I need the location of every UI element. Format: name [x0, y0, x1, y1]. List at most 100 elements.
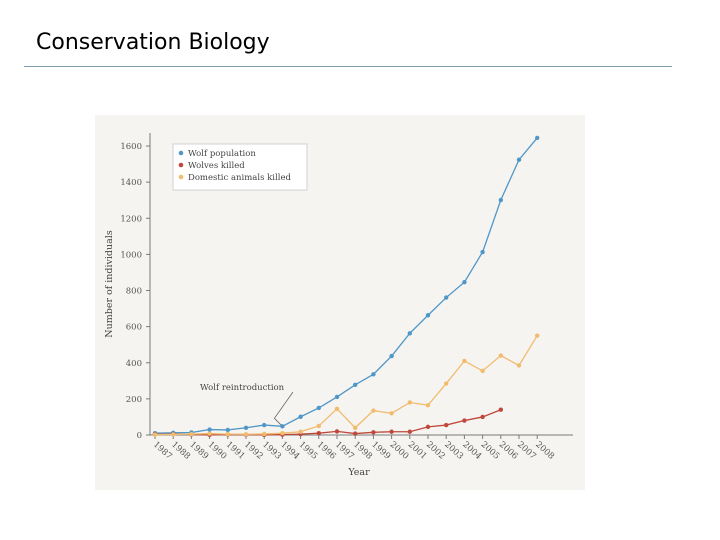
data-point: [353, 431, 358, 436]
data-point: [353, 382, 358, 387]
data-point: [498, 353, 503, 358]
data-point: [425, 403, 431, 408]
y-tick-label: 800: [126, 287, 142, 297]
legend-box: [172, 143, 308, 191]
series-line: [154, 137, 538, 434]
x-tick-label: 2007: [515, 440, 538, 462]
data-point: [334, 406, 340, 412]
legend-label: Wolf population: [188, 149, 256, 159]
data-point: [298, 429, 303, 434]
x-axis-label: Year: [347, 467, 370, 478]
x-tick-label: 1999: [369, 440, 392, 462]
data-point: [243, 425, 249, 430]
x-tick-label: 2001: [406, 440, 429, 462]
data-point: [262, 431, 267, 437]
x-tick-label: 2005: [479, 440, 502, 462]
data-point: [462, 418, 467, 423]
x-tick-label: 1993: [260, 440, 283, 462]
data-point: [371, 430, 376, 435]
data-point: [407, 400, 412, 405]
x-tick-label: 2004: [460, 440, 483, 462]
y-tick-label: 1000: [120, 250, 142, 260]
data-point: [152, 432, 158, 437]
x-tick-label: 2003: [442, 440, 465, 462]
annotation-label: Wolf reintroduction: [200, 383, 285, 393]
data-point: [334, 394, 340, 400]
x-tick-label: 2000: [388, 440, 411, 462]
data-point: [389, 353, 394, 359]
y-tick-label: 400: [126, 359, 142, 369]
data-point: [316, 423, 321, 429]
x-tick-label: 1987: [151, 440, 174, 462]
data-point: [225, 431, 230, 437]
data-point: [462, 358, 467, 364]
data-point: [389, 411, 394, 416]
x-tick-label: 1994: [278, 440, 301, 462]
data-point: [189, 431, 194, 437]
x-tick-label: 1995: [297, 440, 320, 462]
data-point: [225, 427, 230, 433]
x-tick-label: 2006: [497, 440, 520, 462]
data-point: [407, 429, 412, 434]
data-point: [207, 431, 212, 436]
data-point: [262, 422, 267, 428]
data-point: [498, 407, 503, 412]
x-tick-label: 1997: [333, 440, 356, 462]
y-tick-label: 1400: [120, 178, 142, 188]
series-line: [154, 335, 538, 436]
data-point: [371, 408, 376, 413]
y-tick-label: 0: [137, 431, 142, 441]
data-point: [316, 430, 321, 436]
data-point: [516, 157, 522, 162]
data-point: [480, 249, 485, 255]
data-point: [171, 432, 176, 437]
x-tick-label: 1991: [224, 440, 247, 462]
data-point: [516, 363, 522, 368]
data-point: [353, 425, 358, 430]
data-point: [298, 414, 303, 419]
legend-marker: [178, 162, 184, 168]
legend-marker: [178, 150, 184, 156]
data-point: [444, 295, 449, 300]
data-point: [498, 197, 503, 203]
data-point: [444, 422, 449, 428]
series-line: [154, 409, 502, 436]
x-tick-label: 1996: [315, 440, 338, 462]
data-point: [535, 135, 540, 141]
data-point: [425, 424, 431, 430]
legend-label: Domestic animals killed: [188, 173, 291, 183]
x-tick-label: 2008: [533, 440, 556, 462]
data-point: [480, 414, 485, 420]
annotation-leader: [273, 391, 294, 426]
chart-figure: 0 200 400 600 800 1000 1200 1400 1600 1987 1988 19…: [95, 115, 585, 490]
x-tick-label: 1992: [242, 440, 265, 462]
y-tick-label: 200: [126, 395, 142, 405]
data-point: [425, 313, 431, 318]
y-axis-label: Number of individuals: [104, 230, 115, 338]
y-tick-label: 1600: [120, 142, 142, 152]
data-point: [243, 432, 249, 437]
x-tick-label: 1990: [206, 440, 229, 462]
legend-label: Wolves killed: [188, 161, 245, 171]
data-point: [389, 429, 394, 434]
data-point: [207, 427, 212, 432]
slide-title: Conservation Biology: [36, 30, 270, 55]
data-point: [462, 280, 467, 285]
x-tick-label: 1989: [187, 440, 210, 462]
title-divider: [24, 66, 672, 67]
data-point: [280, 430, 285, 436]
data-point: [316, 405, 321, 411]
x-tick-label: 1998: [351, 440, 374, 462]
data-point: [334, 429, 340, 434]
y-tick-label: 1200: [120, 214, 142, 224]
data-point: [407, 331, 412, 336]
data-point: [480, 368, 485, 374]
data-point: [535, 333, 540, 338]
data-point: [371, 372, 376, 377]
y-tick-label: 600: [126, 323, 142, 333]
x-tick-label: 1988: [169, 440, 192, 462]
legend-marker: [178, 174, 184, 180]
x-tick-label: 2002: [424, 440, 447, 462]
data-point: [444, 381, 449, 386]
